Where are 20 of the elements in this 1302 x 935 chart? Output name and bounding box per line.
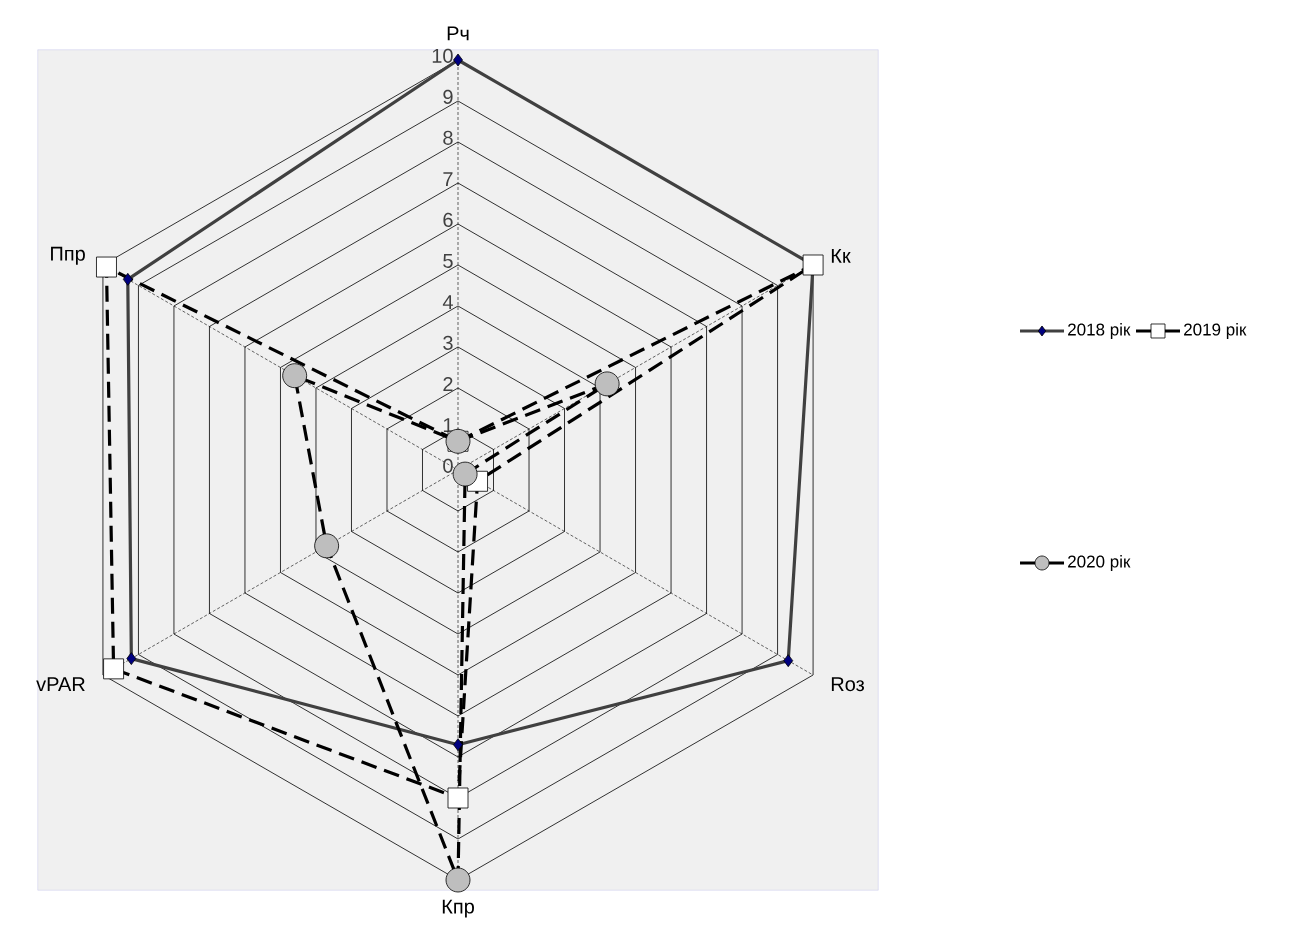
y-tick-label: 6 — [443, 212, 453, 227]
spoke-label: Rоз — [831, 677, 865, 692]
y-tick-label: 8 — [443, 130, 453, 145]
y-tick-label: 10 — [432, 48, 453, 63]
spoke-label: Рч — [447, 26, 469, 41]
y-tick-label: 9 — [443, 89, 453, 104]
spoke-label: Кк — [831, 248, 851, 263]
spoke-label: Ппр — [51, 246, 85, 265]
y-tick-label: 0 — [443, 458, 453, 473]
y-tick-label: 7 — [443, 172, 453, 186]
y-tick-label: 3 — [443, 335, 453, 350]
legend-label: 2019 рік — [1184, 323, 1247, 339]
y-tick-label: 2 — [443, 376, 453, 391]
spoke-label: Кпр — [442, 899, 474, 918]
spoke-label: vPAR — [36, 677, 85, 692]
y-tick-label: 4 — [442, 295, 453, 309]
legend-label: 2020 рік — [1068, 555, 1131, 571]
y-tick-label: 5 — [443, 253, 453, 268]
legend-label: 2018 рік — [1068, 323, 1131, 339]
y-tick-label: 1 — [443, 418, 453, 432]
